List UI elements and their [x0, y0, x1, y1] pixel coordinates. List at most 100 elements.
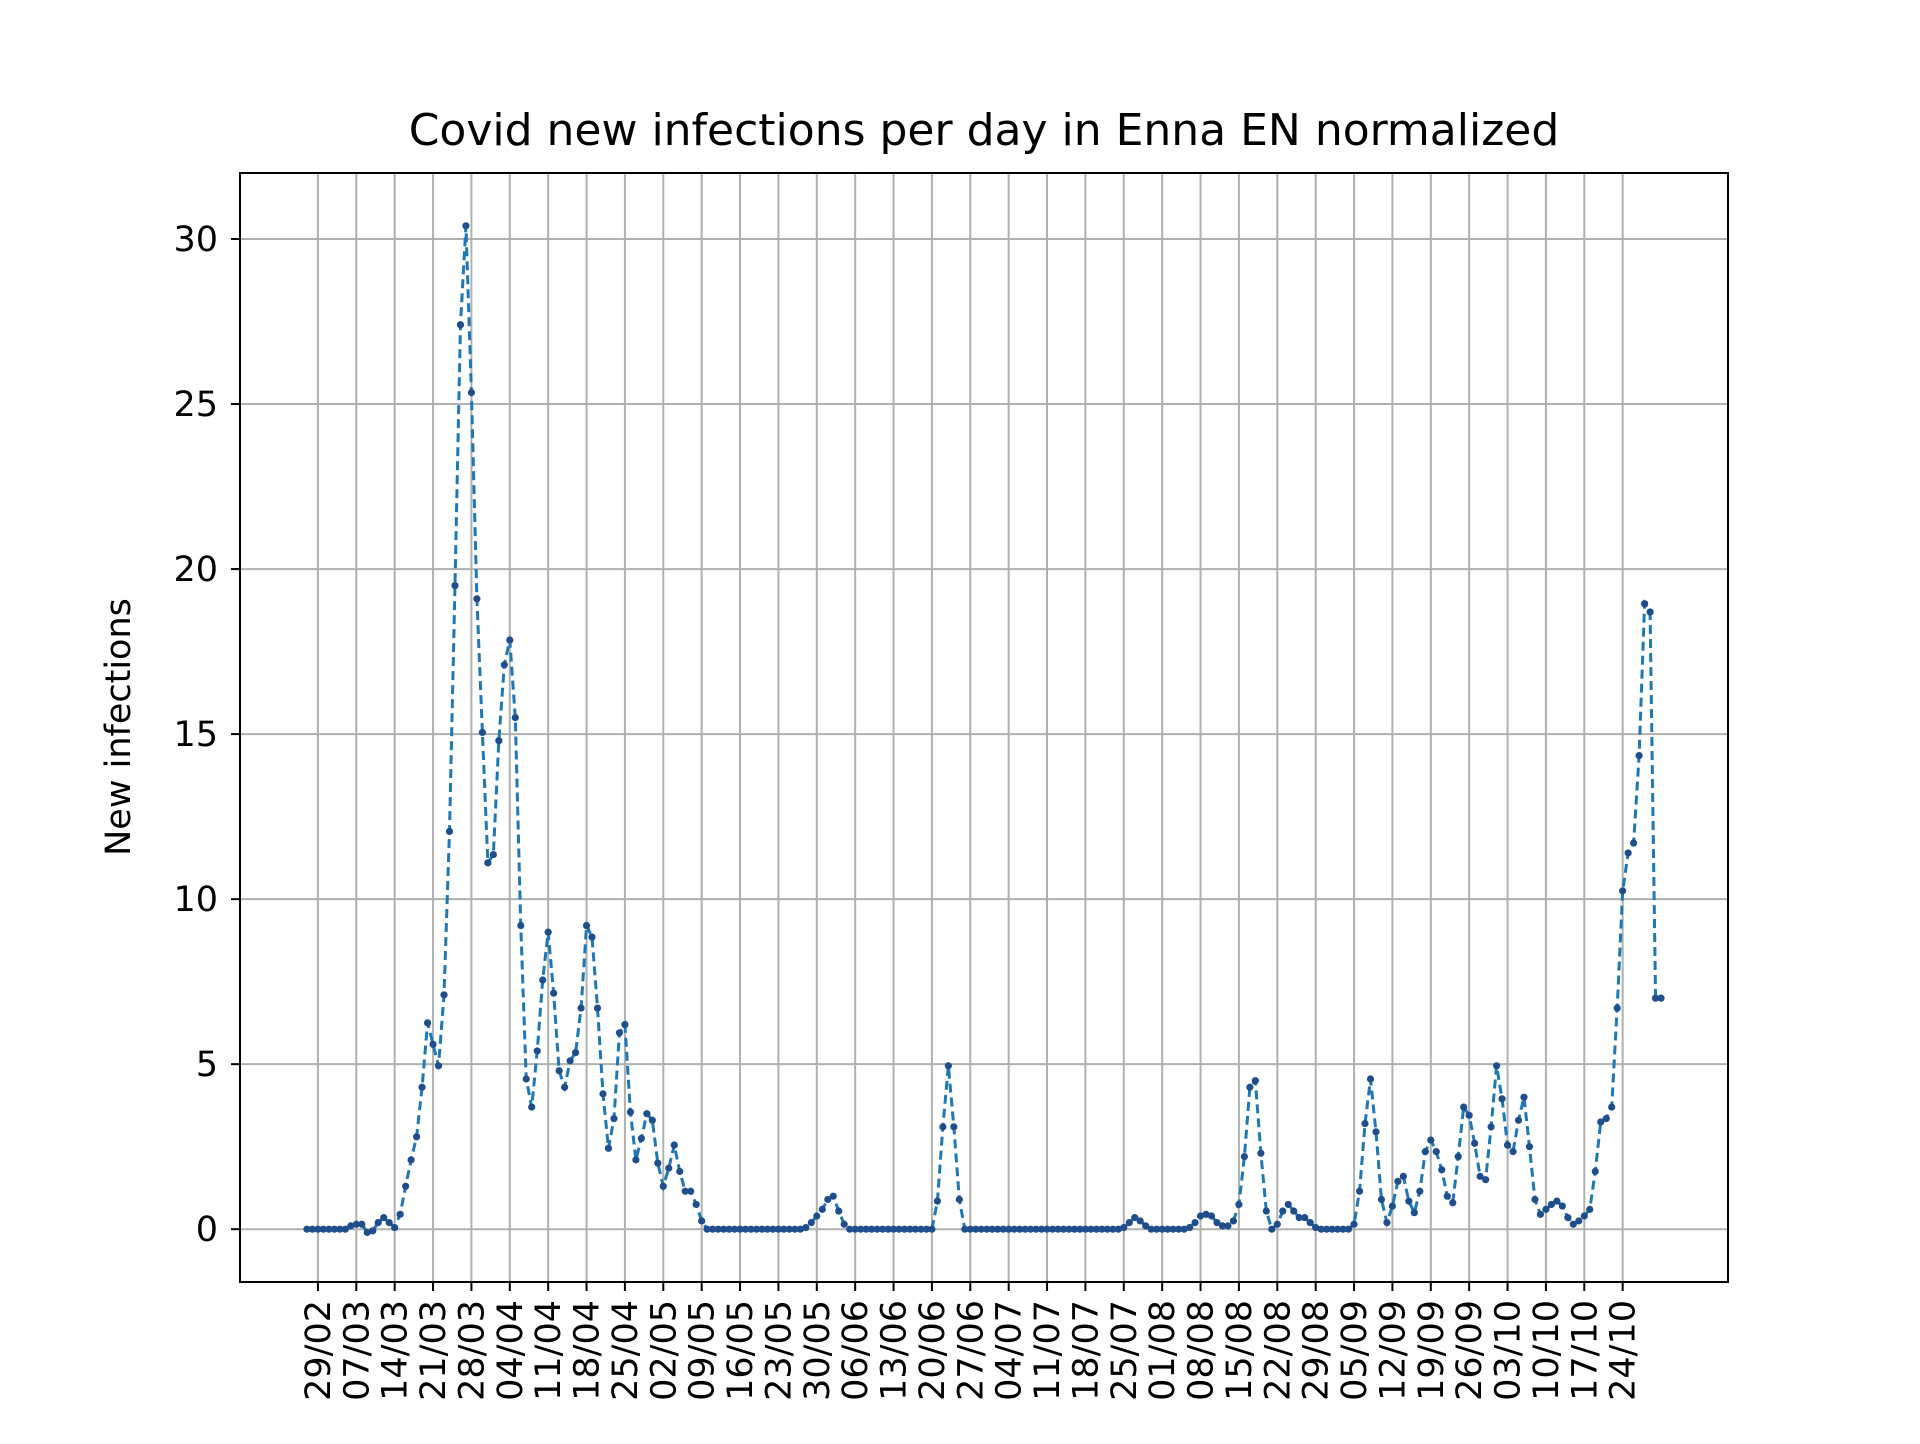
- y-tick-label: 0: [196, 1210, 218, 1250]
- data-point: [944, 1062, 952, 1070]
- data-point: [1558, 1202, 1566, 1210]
- data-point: [1547, 1200, 1555, 1209]
- data-point: [528, 1103, 536, 1111]
- x-tick-label: 18/04: [568, 1300, 608, 1401]
- data-point: [478, 728, 486, 737]
- data-point: [714, 1225, 722, 1233]
- data-point: [303, 1225, 311, 1233]
- data-point: [1218, 1222, 1227, 1230]
- data-point: [906, 1225, 914, 1233]
- data-point: [462, 222, 470, 230]
- data-point: [467, 388, 476, 397]
- data-point: [637, 1134, 645, 1143]
- data-point: [1043, 1225, 1051, 1233]
- data-point: [341, 1225, 349, 1233]
- data-point: [884, 1225, 892, 1233]
- data-point: [796, 1225, 804, 1233]
- data-point: [994, 1225, 1002, 1233]
- data-point: [911, 1225, 920, 1233]
- data-point: [692, 1200, 700, 1209]
- data-point: [445, 827, 454, 836]
- data-point: [939, 1123, 947, 1131]
- data-point: [1602, 1115, 1610, 1123]
- data-point: [1350, 1220, 1358, 1228]
- data-point: [1306, 1218, 1314, 1227]
- data-point: [1153, 1225, 1161, 1233]
- data-point: [632, 1156, 640, 1164]
- plot-frame: [239, 172, 1729, 1283]
- data-point: [1235, 1200, 1243, 1209]
- data-point: [1520, 1093, 1528, 1101]
- data-point: [1005, 1225, 1013, 1233]
- data-point: [758, 1225, 766, 1233]
- data-point: [1564, 1214, 1572, 1222]
- data-point: [1410, 1209, 1418, 1217]
- data-point: [380, 1214, 388, 1222]
- data-point: [555, 1067, 563, 1075]
- x-tick-label: 22/08: [1258, 1300, 1298, 1401]
- data-point: [500, 661, 508, 669]
- data-point: [385, 1218, 393, 1227]
- data-point: [988, 1225, 996, 1233]
- data-point: [1449, 1199, 1457, 1207]
- x-tick-label: 19/09: [1412, 1300, 1452, 1401]
- data-point: [752, 1225, 761, 1233]
- data-point: [615, 1029, 624, 1037]
- x-tick-label: 14/03: [376, 1300, 416, 1401]
- data-point: [774, 1225, 783, 1233]
- x-tick-label: 07/03: [337, 1300, 377, 1401]
- data-point: [1399, 1172, 1407, 1180]
- data-point: [736, 1225, 744, 1233]
- data-point: [336, 1225, 344, 1233]
- data-point: [1487, 1123, 1495, 1131]
- data-point: [330, 1225, 338, 1233]
- data-point: [1503, 1141, 1512, 1149]
- data-point: [352, 1220, 360, 1228]
- data-point: [1328, 1225, 1336, 1233]
- data-point: [1147, 1225, 1155, 1233]
- data-point: [1388, 1202, 1397, 1210]
- x-tick-label: 13/06: [875, 1300, 915, 1401]
- data-point: [1273, 1220, 1281, 1228]
- data-point: [1290, 1207, 1298, 1215]
- data-point: [1514, 1116, 1523, 1124]
- data-point: [720, 1225, 728, 1233]
- data-point: [1646, 608, 1654, 616]
- data-point: [358, 1220, 366, 1228]
- x-tick-label: 28/03: [452, 1300, 492, 1401]
- data-point: [1257, 1149, 1265, 1157]
- data-point: [1383, 1218, 1391, 1227]
- data-point: [972, 1225, 980, 1233]
- x-tick-label: 23/05: [759, 1300, 799, 1401]
- series-line: [306, 225, 1662, 1235]
- data-point: [846, 1225, 854, 1233]
- data-point: [1026, 1225, 1035, 1233]
- data-point: [1185, 1223, 1194, 1232]
- data-point: [873, 1225, 881, 1233]
- data-point: [539, 976, 547, 984]
- data-point: [1640, 600, 1649, 608]
- data-point: [1268, 1225, 1276, 1233]
- data-point: [588, 933, 596, 941]
- data-point: [698, 1217, 706, 1225]
- x-tick-label: 04/07: [990, 1300, 1030, 1401]
- data-point: [1460, 1103, 1468, 1111]
- data-point: [1076, 1225, 1084, 1233]
- data-point: [1120, 1223, 1128, 1232]
- data-point: [818, 1205, 826, 1213]
- data-point: [933, 1197, 942, 1205]
- data-point: [561, 1083, 569, 1091]
- data-point: [1213, 1218, 1221, 1227]
- x-tick-label: 03/10: [1489, 1300, 1529, 1401]
- data-point: [1492, 1062, 1501, 1070]
- data-point: [1103, 1225, 1111, 1233]
- data-point: [1180, 1225, 1188, 1233]
- data-point: [571, 1049, 580, 1057]
- data-point: [363, 1228, 371, 1237]
- x-tick-label: 01/08: [1143, 1300, 1183, 1401]
- x-tick-label: 08/08: [1182, 1300, 1222, 1401]
- data-point: [868, 1225, 876, 1233]
- data-point: [983, 1225, 991, 1233]
- data-point: [1224, 1222, 1232, 1230]
